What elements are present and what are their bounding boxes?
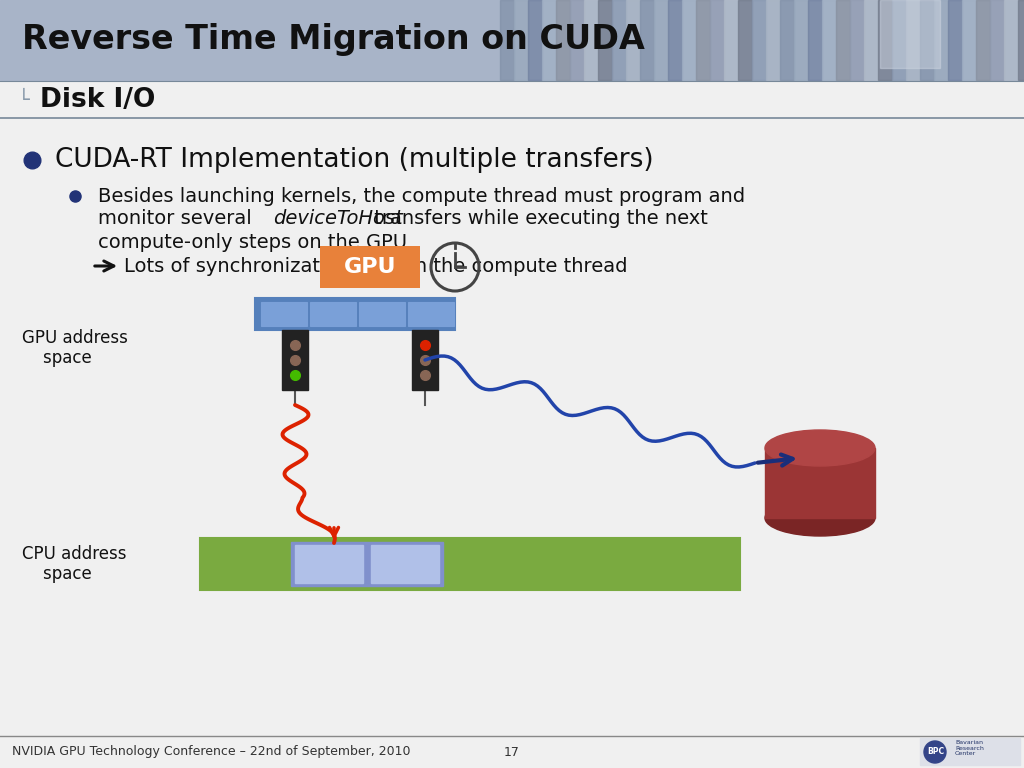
Bar bbox=[668, 0, 682, 80]
Text: GPU address
    space: GPU address space bbox=[22, 329, 128, 367]
Text: 17: 17 bbox=[504, 746, 520, 759]
Ellipse shape bbox=[765, 500, 874, 536]
Text: Reverse Time Migration on CUDA: Reverse Time Migration on CUDA bbox=[22, 24, 645, 57]
Text: BPC: BPC bbox=[928, 747, 944, 756]
Bar bbox=[200, 538, 740, 590]
Bar bbox=[880, 0, 940, 68]
Bar bbox=[864, 0, 878, 80]
Bar bbox=[528, 0, 542, 80]
Bar bbox=[1004, 0, 1018, 80]
Text: └: └ bbox=[18, 91, 30, 110]
Bar bbox=[598, 0, 612, 80]
Bar bbox=[261, 302, 307, 326]
Bar bbox=[291, 542, 367, 586]
Text: deviceToHost: deviceToHost bbox=[273, 210, 402, 229]
Bar bbox=[765, 448, 874, 518]
Bar bbox=[255, 298, 455, 330]
Bar bbox=[822, 0, 836, 80]
Bar bbox=[584, 0, 598, 80]
Ellipse shape bbox=[765, 430, 874, 466]
Bar bbox=[836, 0, 850, 80]
Bar bbox=[892, 0, 906, 80]
Bar bbox=[794, 0, 808, 80]
Bar bbox=[920, 0, 934, 80]
Bar bbox=[319, 246, 420, 288]
Bar bbox=[556, 0, 570, 80]
Text: compute-only steps on the GPU: compute-only steps on the GPU bbox=[98, 233, 408, 251]
Bar bbox=[724, 0, 738, 80]
Bar bbox=[295, 545, 362, 583]
Text: CUDA-RT Implementation (multiple transfers): CUDA-RT Implementation (multiple transfe… bbox=[55, 147, 653, 173]
Bar bbox=[1018, 0, 1024, 80]
Bar bbox=[906, 0, 920, 80]
Bar bbox=[500, 0, 514, 80]
Bar bbox=[752, 0, 766, 80]
Bar bbox=[934, 0, 948, 80]
Bar bbox=[990, 0, 1004, 80]
Bar bbox=[570, 0, 584, 80]
Bar bbox=[710, 0, 724, 80]
Text: CPU address
    space: CPU address space bbox=[22, 545, 127, 584]
Bar bbox=[542, 0, 556, 80]
Text: GPU: GPU bbox=[344, 257, 396, 277]
Bar bbox=[359, 302, 406, 326]
Bar bbox=[976, 0, 990, 80]
Bar bbox=[408, 302, 454, 326]
Text: Lots of synchronization code in the compute thread: Lots of synchronization code in the comp… bbox=[124, 257, 628, 276]
Bar bbox=[640, 0, 654, 80]
Bar bbox=[654, 0, 668, 80]
Bar bbox=[371, 545, 439, 583]
Text: monitor several: monitor several bbox=[98, 210, 258, 229]
Text: Besides launching kernels, the compute thread must program and: Besides launching kernels, the compute t… bbox=[98, 187, 745, 206]
Bar bbox=[626, 0, 640, 80]
Bar bbox=[920, 738, 1020, 765]
Bar bbox=[696, 0, 710, 80]
Bar bbox=[0, 0, 1024, 80]
Bar bbox=[766, 0, 780, 80]
Bar bbox=[612, 0, 626, 80]
Bar bbox=[850, 0, 864, 80]
Bar bbox=[780, 0, 794, 80]
Bar bbox=[878, 0, 892, 80]
Bar bbox=[738, 0, 752, 80]
Bar bbox=[310, 302, 356, 326]
Circle shape bbox=[924, 741, 946, 763]
Text: Disk I/O: Disk I/O bbox=[40, 87, 156, 113]
Bar bbox=[514, 0, 528, 80]
Text: NVIDIA GPU Technology Conference – 22nd of September, 2010: NVIDIA GPU Technology Conference – 22nd … bbox=[12, 746, 411, 759]
Bar bbox=[412, 330, 438, 390]
Bar bbox=[948, 0, 962, 80]
Bar bbox=[962, 0, 976, 80]
Bar bbox=[682, 0, 696, 80]
Bar bbox=[367, 542, 443, 586]
Bar bbox=[282, 330, 308, 390]
Text: transfers while executing the next: transfers while executing the next bbox=[368, 210, 708, 229]
Bar bbox=[808, 0, 822, 80]
Text: Bavarian
Research
Center: Bavarian Research Center bbox=[955, 740, 984, 756]
